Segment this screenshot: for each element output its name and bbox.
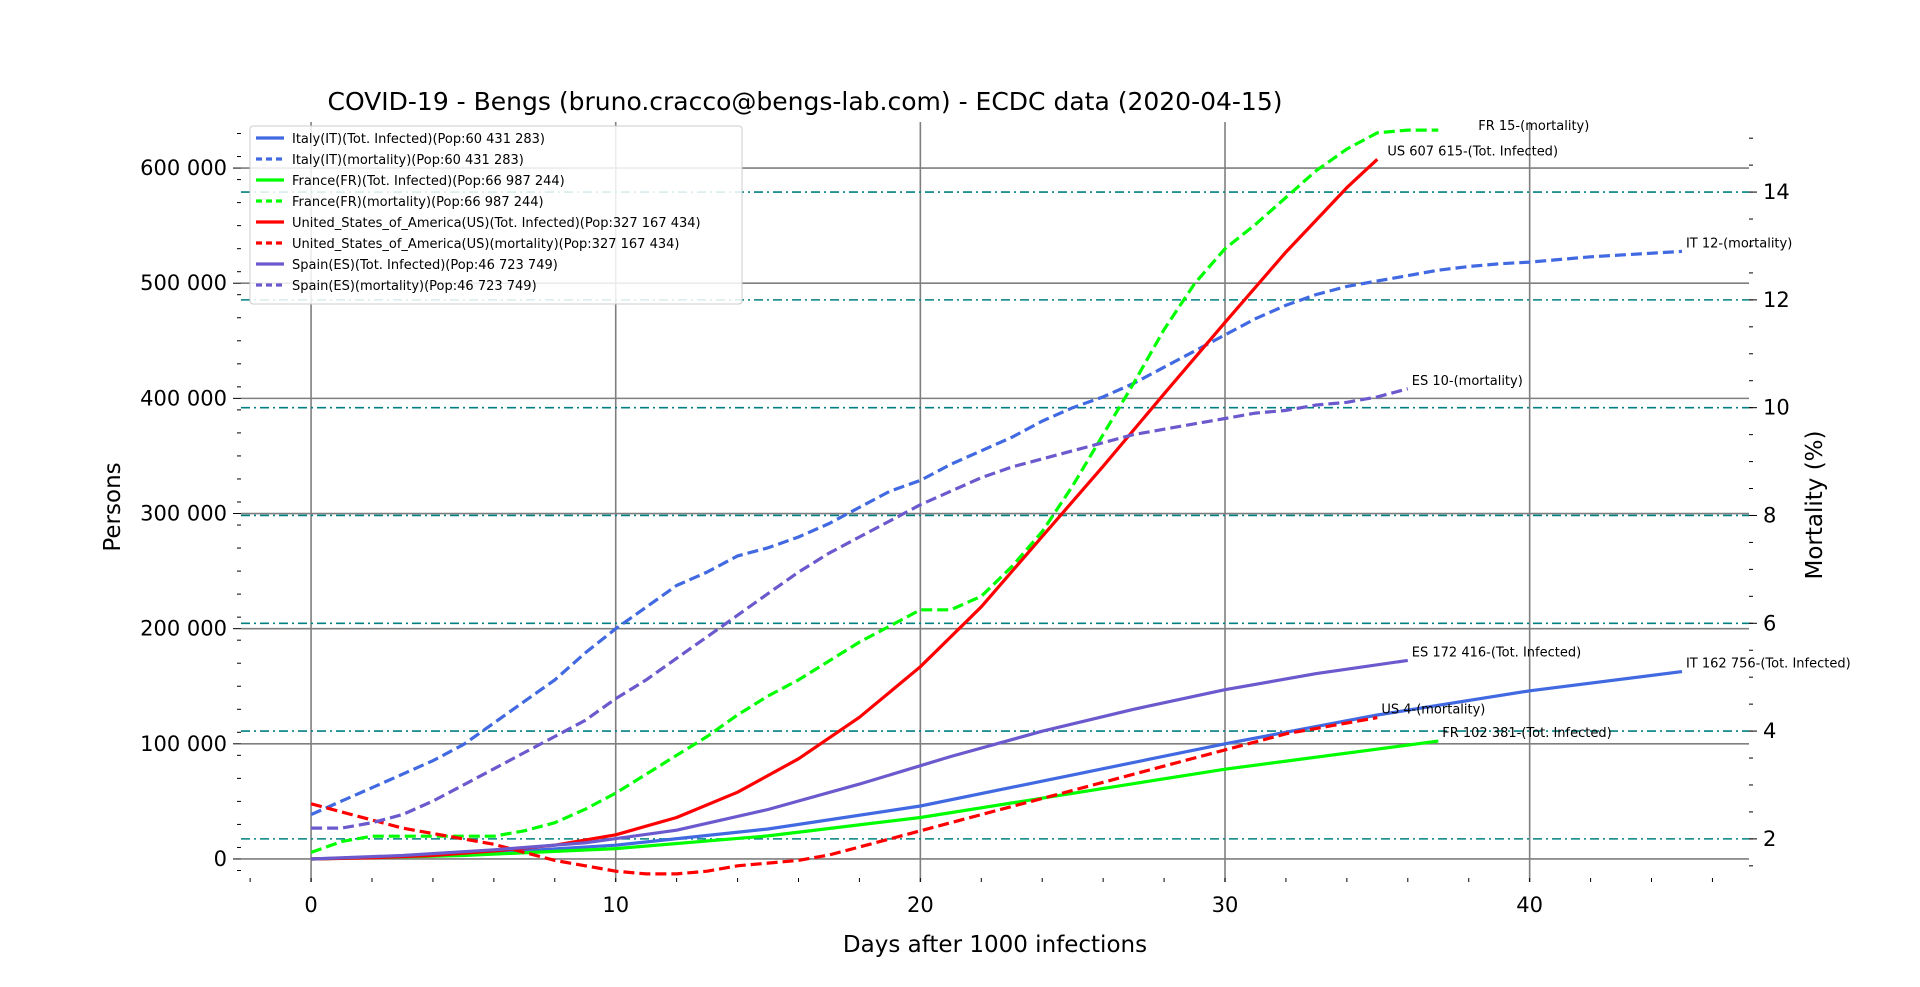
y-right-tick-label: 8 [1763,503,1776,527]
label-layer: IT 162 756-(Tot. Infected) IT 12-(mortali… [1381,119,1850,741]
series-end-label: FR 15-(mortality) [1478,119,1589,134]
series-line-7 [311,387,1409,830]
series-end-label: ES 10-(mortality) [1412,374,1523,389]
legend-entry: United_States_of_America(US)(mortality)(… [292,237,679,252]
y-left-tick-label: 600 000 [140,156,227,180]
y-left-tick-label: 500 000 [140,271,227,295]
legend-entry: France(FR)(mortality)(Pop:66 987 244) [292,195,544,210]
y-axis-label-left: Persons [100,462,126,551]
series-end-label: IT 162 756-(Tot. Infected) [1686,657,1851,672]
series-line-6 [311,658,1409,861]
series-end-label: ES 172 416-(Tot. Infected) [1412,645,1581,660]
legend-entry: Spain(ES)(Tot. Infected)(Pop:46 723 749) [292,258,558,273]
series-line-3 [310,128,1439,854]
chart-title: COVID-19 - Bengs (bruno.cracco@bengs-lab… [327,87,1282,116]
y-right-tick-label: 14 [1763,180,1790,204]
y-right-tick-label: 6 [1763,611,1776,635]
y-left-tick-label: 0 [214,847,227,871]
y-right-tick-label: 2 [1763,827,1776,851]
series-end-label: US 4-(mortality) [1381,703,1485,718]
x-tick-label: 10 [602,893,629,917]
y-left-tick-label: 300 000 [140,502,227,526]
y-axis-label-right: Mortality (%) [1802,430,1828,579]
y-left-tick-label: 100 000 [140,732,227,756]
axis-layer: 0 10 20 30 40 0 100 000 200 000 300 000 400 000 50… [140,133,1790,917]
series-end-label: IT 12-(mortality) [1686,236,1792,251]
legend-entry: Italy(IT)(mortality)(Pop:60 431 283) [292,153,524,168]
legend-entry: Italy(IT)(Tot. Infected)(Pop:60 431 283) [292,132,545,147]
series-end-label: US 607 615-(Tot. Infected) [1387,144,1558,159]
series-line-2 [311,739,1439,861]
y-left-tick-label: 200 000 [140,617,227,641]
x-tick-label: 40 [1516,893,1543,917]
x-tick-label: 30 [1212,893,1239,917]
legend: Italy(IT)(Tot. Infected)(Pop:60 431 283)… [249,125,743,305]
legend-entry: France(FR)(Tot. Infected)(Pop:66 987 244… [292,174,565,189]
legend-box [249,125,743,305]
y-right-tick-label: 12 [1763,288,1790,312]
series-end-label: FR 102 381-(Tot. Infected) [1442,726,1611,741]
x-tick-label: 20 [907,893,934,917]
series-layer [310,128,1683,876]
y-left-tick-label: 400 000 [140,386,227,410]
series-line-1 [310,249,1683,817]
y-right-tick-label: 10 [1763,396,1790,420]
legend-entry: United_States_of_America(US)(Tot. Infect… [292,216,701,231]
legend-entry: Spain(ES)(mortality)(Pop:46 723 749) [292,279,537,294]
y-right-tick-label: 4 [1763,719,1776,743]
x-tick-label: 0 [304,893,317,917]
series-line-0 [311,670,1683,861]
series-line-5 [310,716,1378,876]
x-axis-label: Days after 1000 infections [843,932,1147,958]
